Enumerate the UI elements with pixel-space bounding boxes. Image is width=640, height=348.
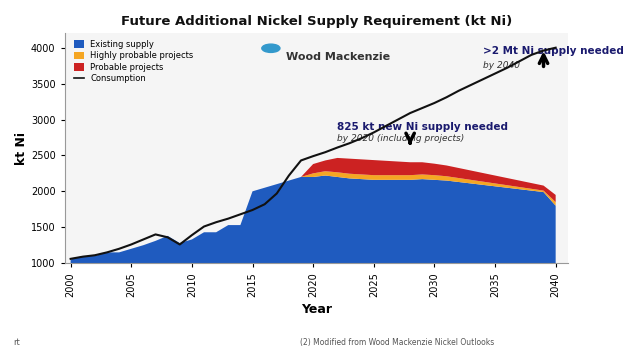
Circle shape [262,44,280,53]
Text: rt: rt [13,338,20,347]
Text: by 2040: by 2040 [483,61,520,70]
Text: 825 kt new Ni supply needed: 825 kt new Ni supply needed [337,122,508,133]
Y-axis label: kt Ni: kt Ni [15,132,28,165]
Legend: Existing supply, Highly probable projects, Probable projects, Consumption: Existing supply, Highly probable project… [74,40,194,83]
Text: by 2020 (including projects): by 2020 (including projects) [337,134,465,143]
X-axis label: Year: Year [301,303,332,316]
Text: >2 Mt Ni supply needed: >2 Mt Ni supply needed [483,46,624,56]
Text: (2) Modified from Wood Mackenzie Nickel Outlooks: (2) Modified from Wood Mackenzie Nickel … [300,338,494,347]
Title: Future Additional Nickel Supply Requirement (kt Ni): Future Additional Nickel Supply Requirem… [120,15,512,28]
Text: Wood Mackenzie: Wood Mackenzie [286,52,390,62]
